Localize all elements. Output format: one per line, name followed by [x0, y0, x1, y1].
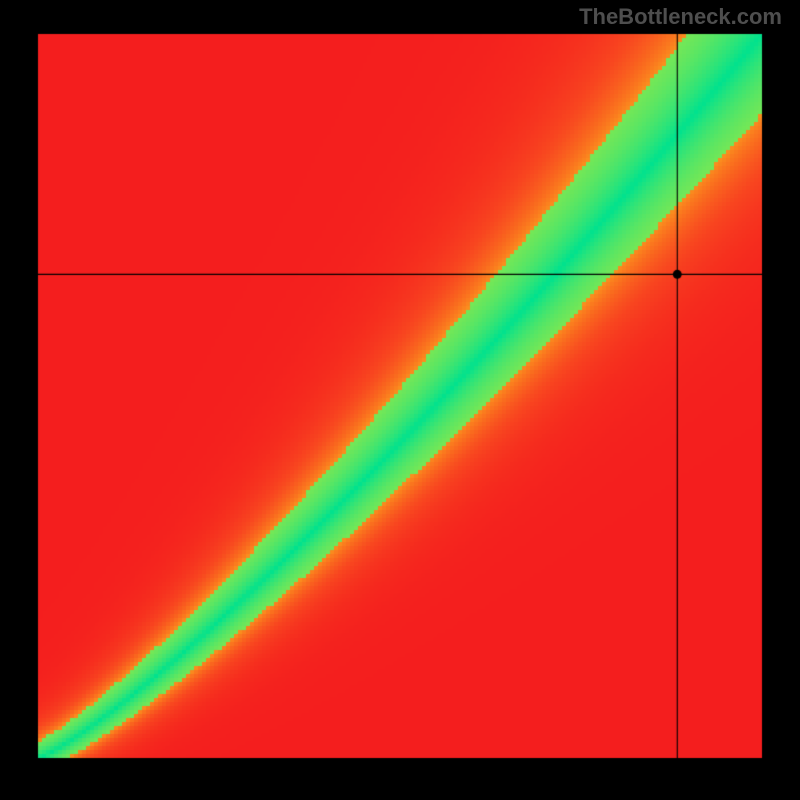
- watermark-text: TheBottleneck.com: [579, 4, 782, 30]
- bottleneck-heatmap: [0, 0, 800, 800]
